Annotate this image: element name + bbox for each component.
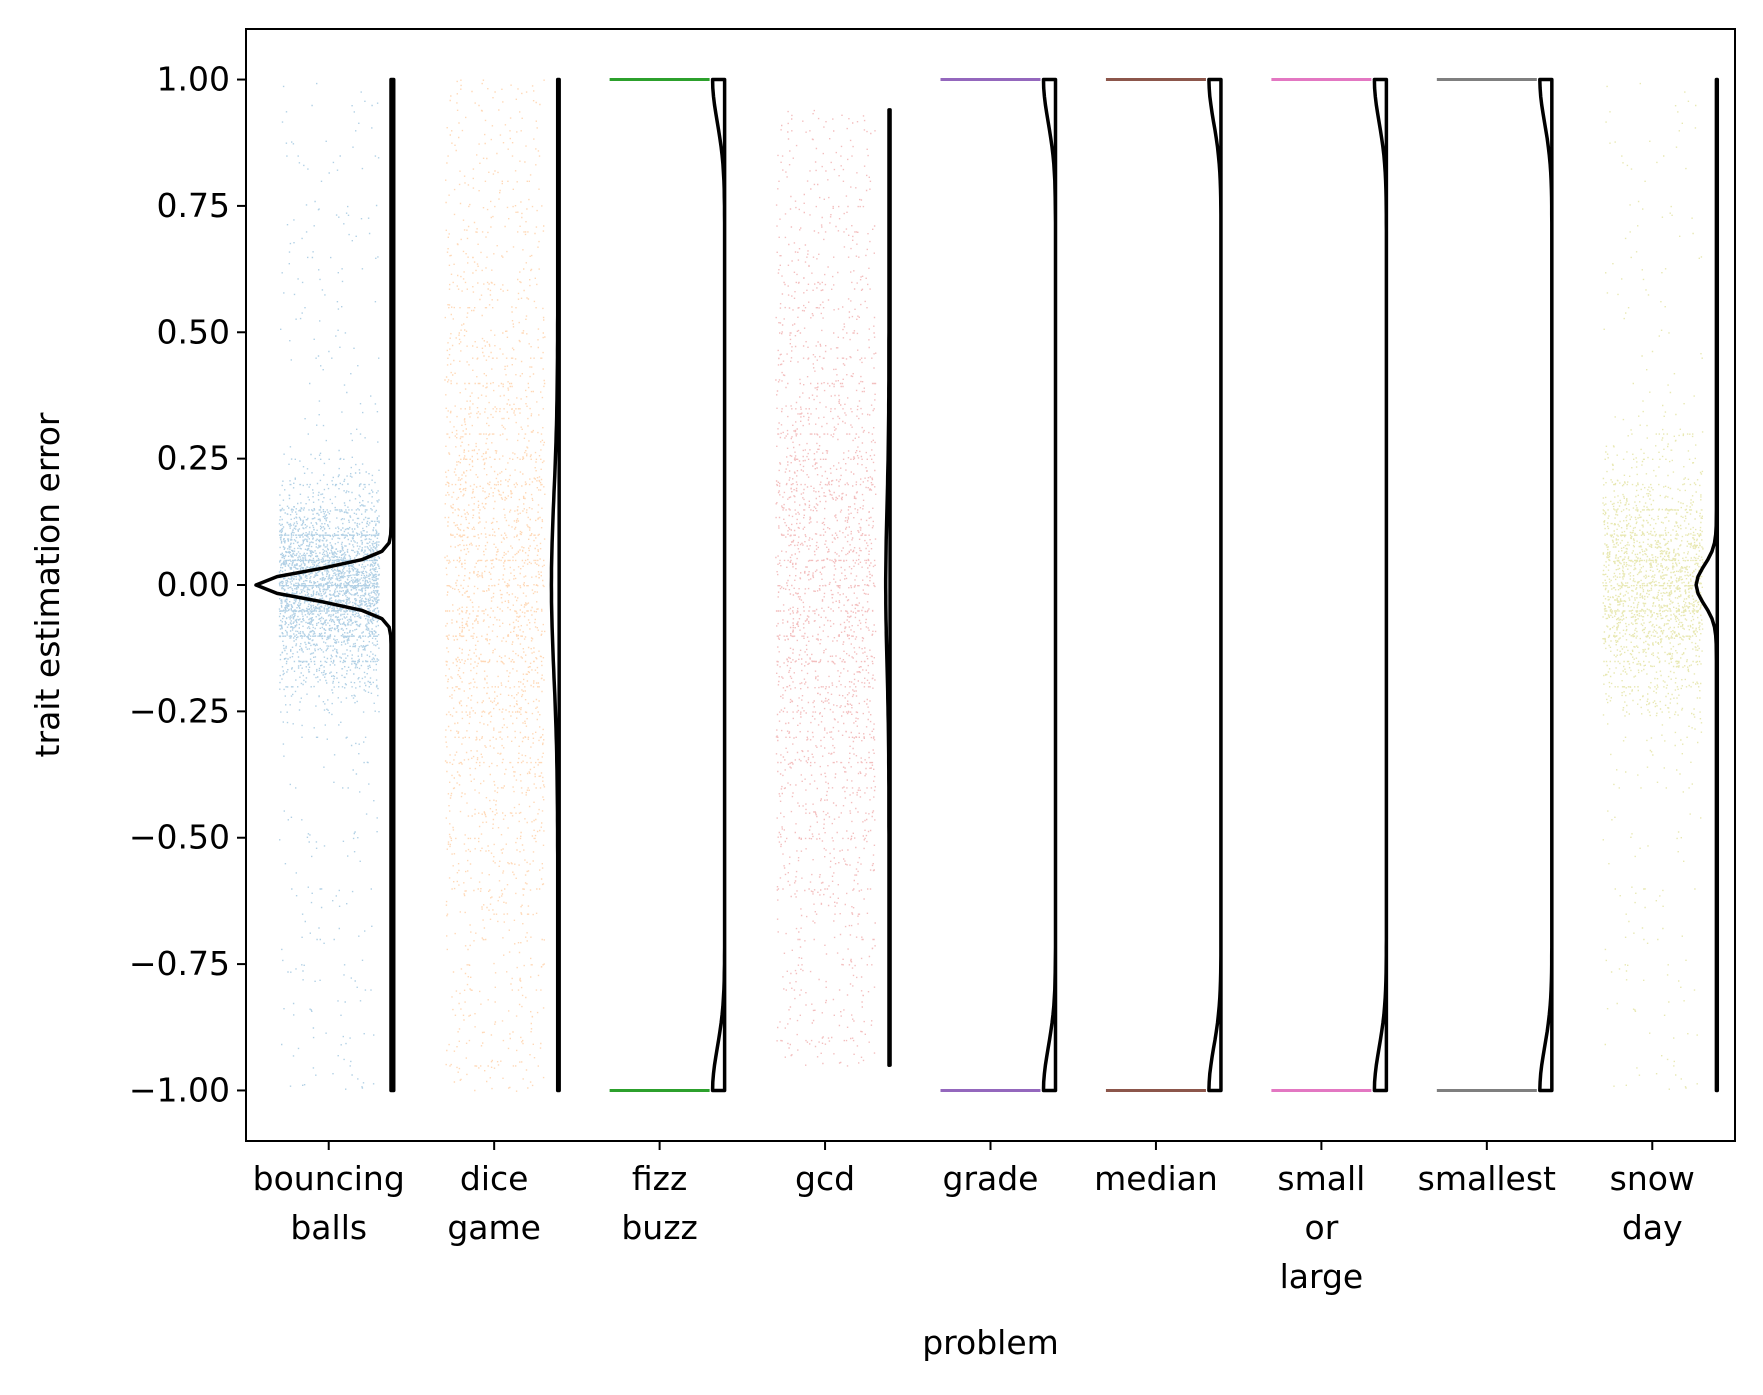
y-tick-label: 0.00 <box>157 565 230 604</box>
x-tick-label-snow-day: snow day <box>1610 1159 1695 1247</box>
y-tick-label: 0.25 <box>157 439 230 478</box>
x-tick-label-median: median <box>1094 1159 1218 1198</box>
y-tick-label: −0.50 <box>129 818 230 857</box>
points-dice-game <box>444 79 546 1092</box>
strip-smallest <box>1436 77 1554 1093</box>
violin-small-or-large <box>1372 77 1389 1093</box>
strip-median <box>1105 77 1223 1093</box>
violin-snow-day <box>1694 77 1720 1093</box>
x-tick-label-small-or-large: small or large <box>1277 1159 1365 1296</box>
violin-median <box>1207 77 1223 1093</box>
y-tick-label: −1.00 <box>129 1070 230 1109</box>
strip-dice-game <box>444 77 561 1093</box>
points-gcd <box>775 109 877 1067</box>
y-tick-label: 1.00 <box>157 60 230 99</box>
x-tick-label-gcd: gcd <box>795 1159 855 1198</box>
strip-gcd <box>775 108 892 1067</box>
violin-grade <box>1041 77 1058 1093</box>
x-tick-label-bouncing-balls: bouncing balls <box>253 1159 405 1247</box>
strip-grade <box>940 77 1058 1093</box>
x-tick-label-dice-game: dice game <box>447 1159 541 1247</box>
violin-dice-game <box>549 77 561 1093</box>
strip-snow-day <box>1602 77 1720 1093</box>
strip-small-or-large <box>1271 77 1389 1093</box>
chart-marks <box>254 77 1720 1093</box>
y-tick-label: 0.75 <box>157 186 230 225</box>
y-axis: 1.00 0.75 0.50 0.25 0.00 −0.25 −0.50 −0.75 −1.00 <box>129 60 246 1109</box>
strip-fizz-buzz <box>609 77 727 1093</box>
y-tick-label: −0.75 <box>129 944 230 983</box>
violin-fizz-buzz <box>710 77 727 1093</box>
x-axis-label: problem <box>922 1323 1059 1362</box>
violin-gcd <box>883 108 892 1067</box>
points-bouncing-balls <box>278 82 381 1090</box>
y-tick-label: −0.25 <box>129 691 230 730</box>
violin-bouncing-balls <box>254 77 396 1093</box>
x-tick-label-grade: grade <box>943 1159 1039 1198</box>
x-tick-label-smallest: smallest <box>1418 1159 1556 1198</box>
plot-frame <box>245 28 1736 1142</box>
violin-smallest <box>1538 77 1554 1093</box>
x-tick-label-fizz-buzz: fizz buzz <box>621 1159 698 1247</box>
x-axis: bouncing balls dice game fizz buzz gcd grade med… <box>253 1141 1695 1296</box>
y-axis-label: trait estimation error <box>28 412 67 757</box>
points-snow-day <box>1602 82 1704 1090</box>
strip-bouncing-balls <box>254 77 396 1093</box>
y-tick-label: 0.50 <box>157 312 230 351</box>
